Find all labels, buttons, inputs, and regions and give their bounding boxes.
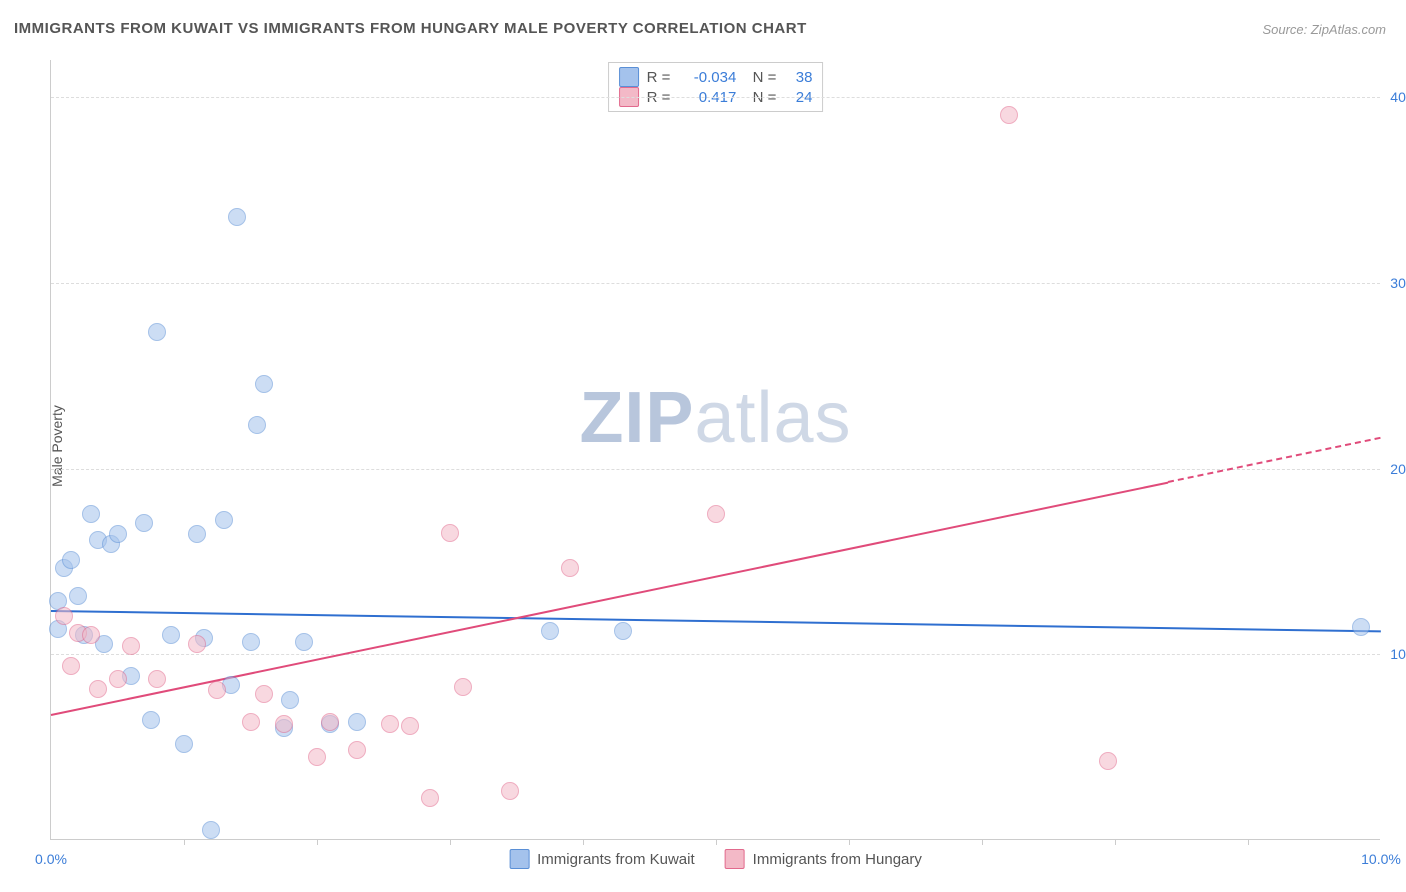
data-point bbox=[308, 748, 326, 766]
chart-title: IMMIGRANTS FROM KUWAIT VS IMMIGRANTS FRO… bbox=[14, 20, 807, 37]
legend-swatch-kuwait bbox=[619, 67, 639, 87]
data-point bbox=[441, 524, 459, 542]
data-point bbox=[62, 657, 80, 675]
y-tick-label: 40.0% bbox=[1382, 89, 1406, 105]
data-point bbox=[55, 607, 73, 625]
data-point bbox=[381, 715, 399, 733]
data-point bbox=[541, 622, 559, 640]
data-point bbox=[188, 525, 206, 543]
data-point bbox=[1000, 106, 1018, 124]
data-point bbox=[454, 678, 472, 696]
data-point bbox=[188, 635, 206, 653]
x-tick-mark bbox=[184, 839, 185, 845]
x-tick-mark bbox=[982, 839, 983, 845]
data-point bbox=[135, 514, 153, 532]
data-point bbox=[69, 587, 87, 605]
data-point bbox=[561, 559, 579, 577]
data-point bbox=[321, 713, 339, 731]
data-point bbox=[1352, 618, 1370, 636]
legend-item-hungary: Immigrants from Hungary bbox=[725, 849, 922, 869]
data-point bbox=[1099, 752, 1117, 770]
legend-swatch-hungary-bottom bbox=[725, 849, 745, 869]
data-point bbox=[401, 717, 419, 735]
data-point bbox=[109, 525, 127, 543]
data-point bbox=[348, 713, 366, 731]
x-tick-mark bbox=[450, 839, 451, 845]
data-point bbox=[281, 691, 299, 709]
data-point bbox=[228, 208, 246, 226]
data-point bbox=[148, 323, 166, 341]
data-point bbox=[62, 551, 80, 569]
gridline bbox=[51, 97, 1380, 98]
legend-label-kuwait: Immigrants from Kuwait bbox=[537, 851, 695, 868]
plot-area: ZIPatlas R = -0.034 N = 38 R = 0.417 N =… bbox=[50, 60, 1380, 840]
data-point bbox=[421, 789, 439, 807]
watermark: ZIPatlas bbox=[579, 377, 851, 459]
y-tick-label: 10.0% bbox=[1382, 646, 1406, 662]
r-label: R = bbox=[647, 69, 671, 86]
r-value-kuwait: -0.034 bbox=[678, 69, 736, 86]
data-point bbox=[248, 416, 266, 434]
trend-line bbox=[1168, 437, 1381, 483]
data-point bbox=[89, 680, 107, 698]
legend-row-kuwait: R = -0.034 N = 38 bbox=[619, 67, 813, 87]
y-tick-label: 30.0% bbox=[1382, 275, 1406, 291]
data-point bbox=[82, 626, 100, 644]
trend-line bbox=[51, 610, 1381, 632]
data-point bbox=[148, 670, 166, 688]
data-point bbox=[348, 741, 366, 759]
legend-item-kuwait: Immigrants from Kuwait bbox=[509, 849, 695, 869]
data-point bbox=[109, 670, 127, 688]
y-tick-label: 20.0% bbox=[1382, 461, 1406, 477]
data-point bbox=[707, 505, 725, 523]
data-point bbox=[614, 622, 632, 640]
data-point bbox=[295, 633, 313, 651]
data-point bbox=[255, 685, 273, 703]
data-point bbox=[202, 821, 220, 839]
n-value-kuwait: 38 bbox=[784, 69, 812, 86]
legend-swatch-kuwait-bottom bbox=[509, 849, 529, 869]
data-point bbox=[255, 375, 273, 393]
series-legend: Immigrants from Kuwait Immigrants from H… bbox=[509, 849, 922, 869]
correlation-legend: R = -0.034 N = 38 R = 0.417 N = 24 bbox=[608, 62, 824, 112]
data-point bbox=[275, 715, 293, 733]
x-tick-label: 10.0% bbox=[1361, 851, 1401, 867]
n-label: N = bbox=[744, 69, 776, 86]
x-tick-mark bbox=[1115, 839, 1116, 845]
data-point bbox=[162, 626, 180, 644]
data-point bbox=[142, 711, 160, 729]
data-point bbox=[122, 637, 140, 655]
data-point bbox=[215, 511, 233, 529]
data-point bbox=[208, 681, 226, 699]
data-point bbox=[175, 735, 193, 753]
gridline bbox=[51, 283, 1380, 284]
data-point bbox=[242, 633, 260, 651]
x-tick-mark bbox=[317, 839, 318, 845]
x-tick-mark bbox=[583, 839, 584, 845]
data-point bbox=[501, 782, 519, 800]
x-tick-mark bbox=[716, 839, 717, 845]
watermark-rest: atlas bbox=[694, 378, 851, 458]
gridline bbox=[51, 469, 1380, 470]
legend-label-hungary: Immigrants from Hungary bbox=[753, 851, 922, 868]
x-tick-label: 0.0% bbox=[35, 851, 67, 867]
data-point bbox=[242, 713, 260, 731]
data-point bbox=[82, 505, 100, 523]
x-tick-mark bbox=[1248, 839, 1249, 845]
gridline bbox=[51, 654, 1380, 655]
source-attribution: Source: ZipAtlas.com bbox=[1262, 22, 1386, 37]
x-tick-mark bbox=[849, 839, 850, 845]
watermark-bold: ZIP bbox=[579, 378, 694, 458]
